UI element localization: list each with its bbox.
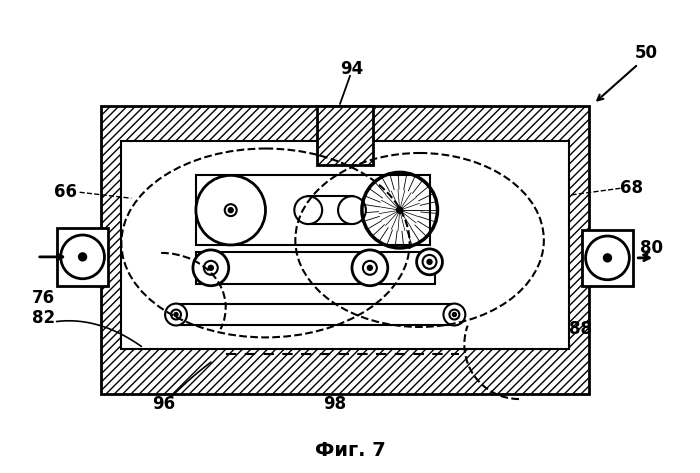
- Circle shape: [603, 254, 612, 262]
- Bar: [57, 228, 108, 286]
- Bar: [317, 106, 373, 166]
- Circle shape: [449, 309, 459, 319]
- Circle shape: [204, 261, 218, 275]
- Circle shape: [171, 309, 181, 319]
- Circle shape: [165, 304, 187, 325]
- Circle shape: [397, 207, 402, 213]
- Bar: [582, 230, 634, 286]
- Circle shape: [427, 259, 432, 264]
- Circle shape: [368, 265, 372, 270]
- Circle shape: [228, 208, 233, 213]
- Circle shape: [352, 250, 388, 286]
- Text: 98: 98: [323, 395, 346, 413]
- Circle shape: [78, 253, 87, 261]
- Text: 94: 94: [340, 60, 363, 78]
- Circle shape: [452, 313, 456, 316]
- Text: 76: 76: [32, 289, 55, 307]
- Bar: [196, 252, 435, 284]
- Bar: [102, 106, 589, 394]
- Circle shape: [294, 196, 322, 224]
- Bar: [176, 304, 454, 325]
- Circle shape: [586, 236, 629, 280]
- Text: 80: 80: [640, 239, 663, 257]
- Circle shape: [225, 204, 237, 216]
- Circle shape: [416, 249, 442, 275]
- Circle shape: [423, 255, 437, 269]
- Circle shape: [338, 196, 366, 224]
- Bar: [317, 106, 373, 166]
- Text: 50: 50: [635, 44, 658, 62]
- Text: 68: 68: [620, 179, 643, 197]
- Circle shape: [196, 175, 265, 245]
- Bar: [196, 175, 430, 245]
- Circle shape: [379, 189, 421, 231]
- Bar: [121, 140, 568, 350]
- Circle shape: [443, 304, 466, 325]
- Text: Фиг. 7: Фиг. 7: [314, 441, 386, 460]
- Text: 82: 82: [32, 308, 55, 326]
- Bar: [308, 196, 353, 224]
- Circle shape: [209, 265, 214, 270]
- Circle shape: [193, 250, 229, 286]
- Circle shape: [174, 313, 178, 316]
- Circle shape: [363, 261, 377, 275]
- Text: 88: 88: [569, 320, 592, 339]
- Text: 66: 66: [54, 183, 77, 201]
- Text: 96: 96: [153, 395, 176, 413]
- Circle shape: [61, 235, 104, 279]
